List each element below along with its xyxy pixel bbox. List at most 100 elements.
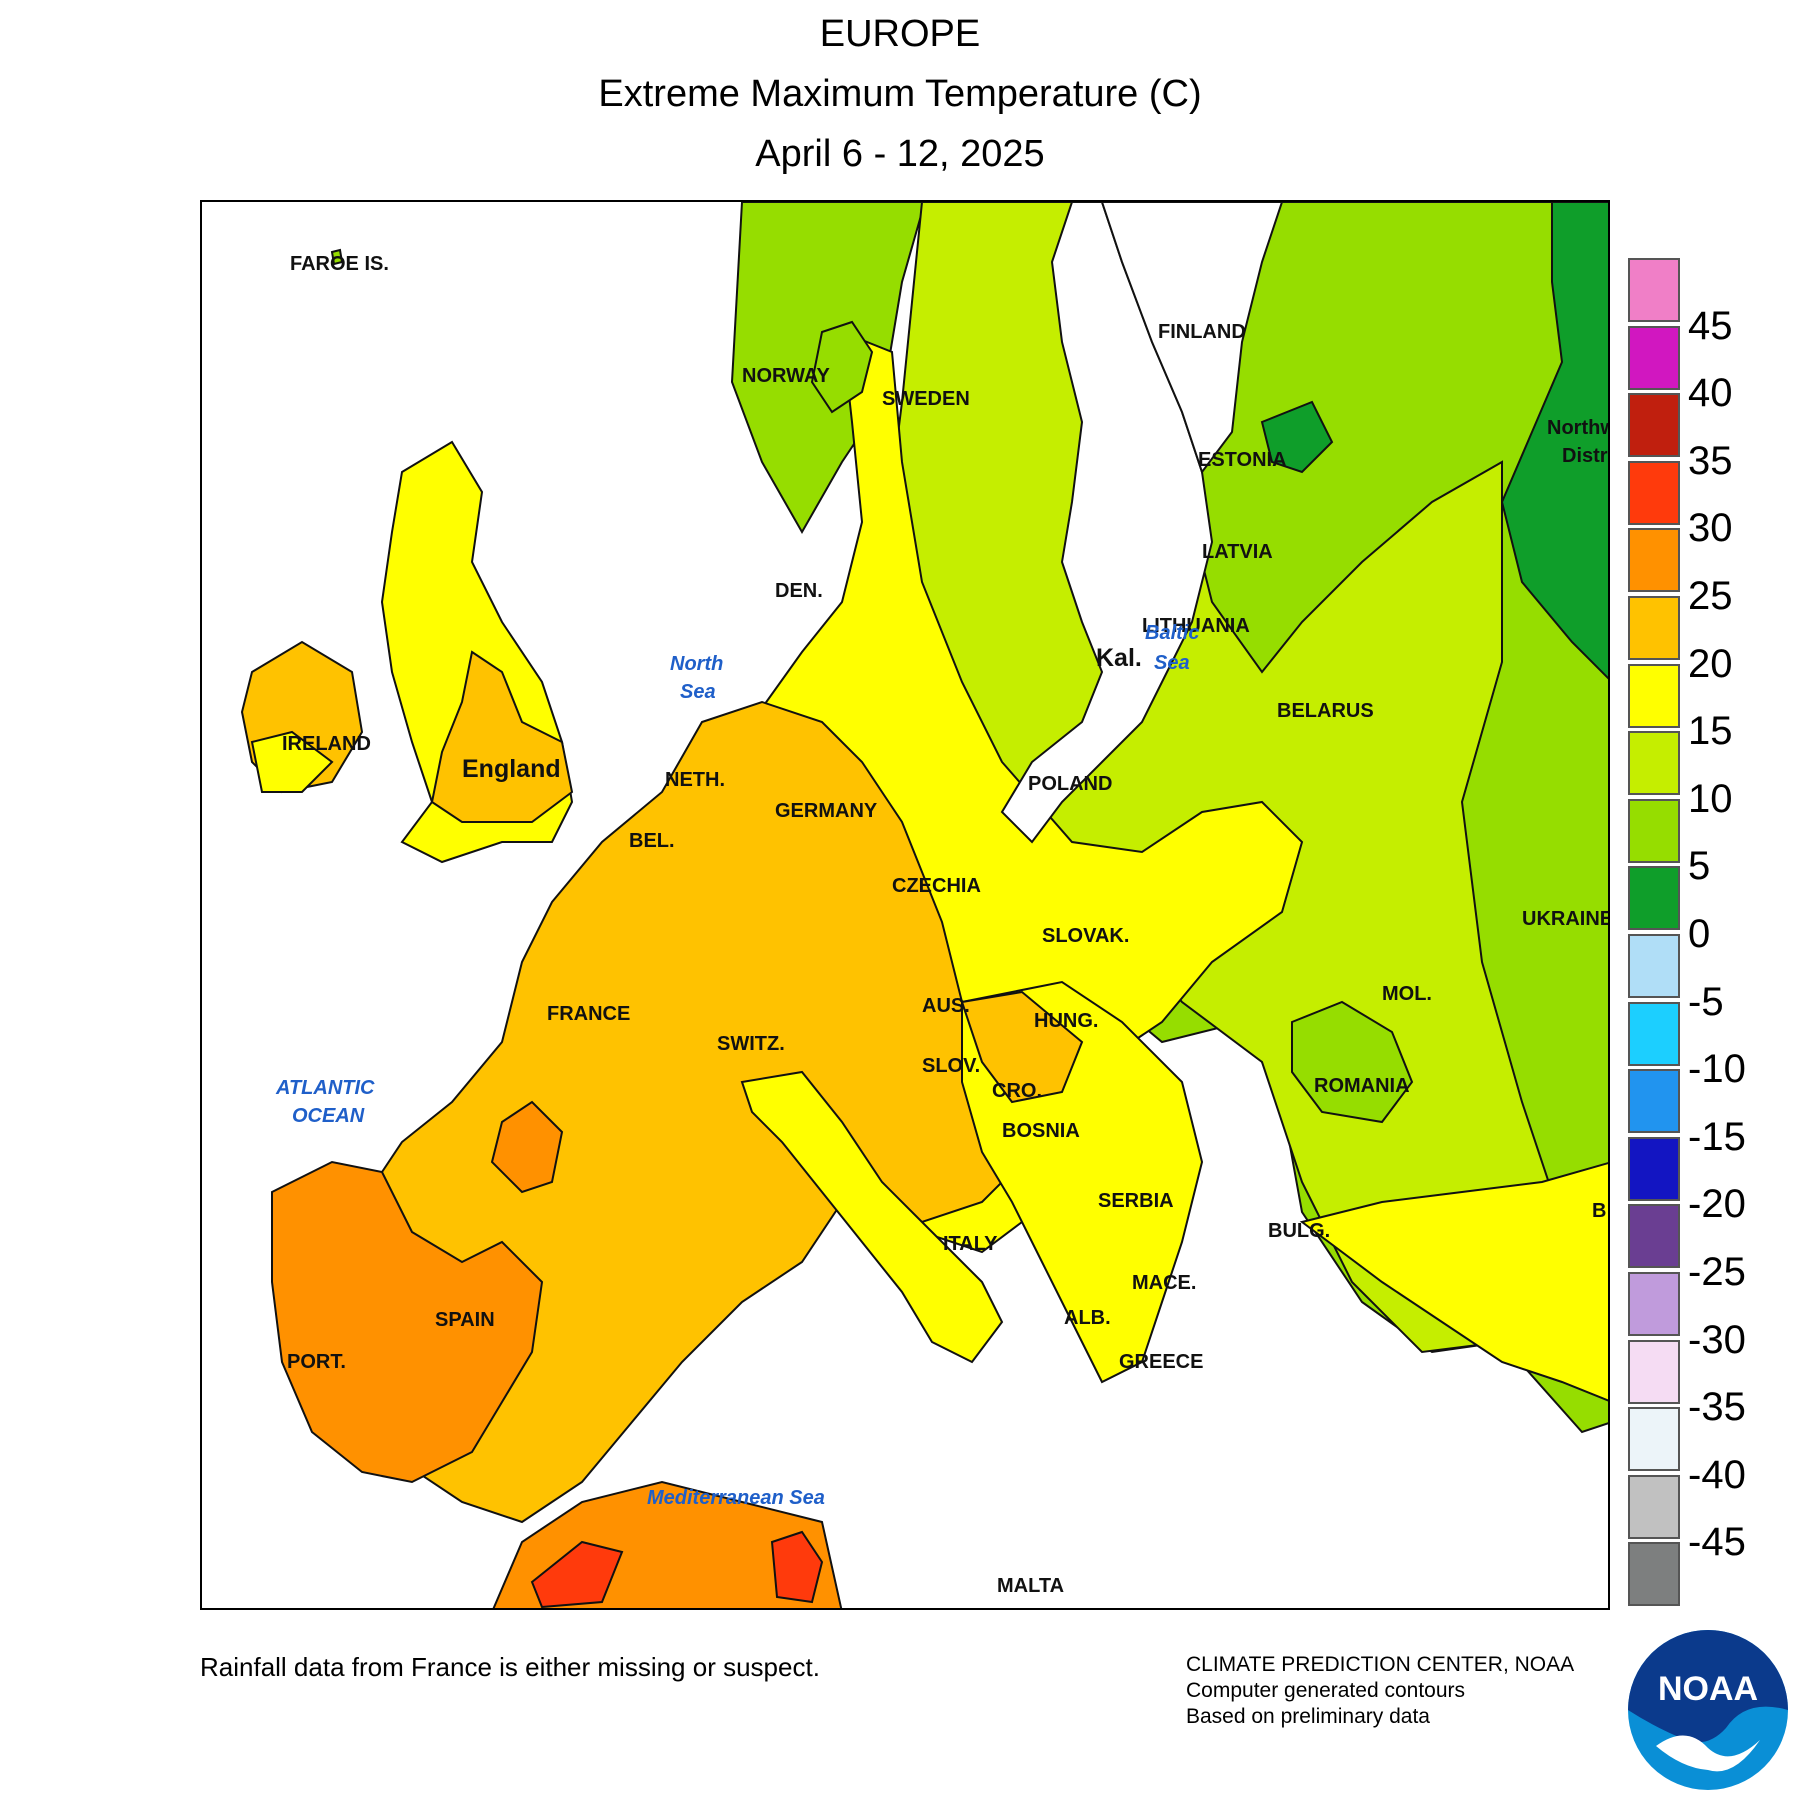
- map-region-title: EUROPE: [819, 13, 981, 55]
- label-denmark: DEN.: [775, 580, 823, 602]
- legend-tick-label: -40: [1688, 1452, 1746, 1497]
- legend-swatch: [1628, 731, 1680, 796]
- credits: CLIMATE PREDICTION CENTER, NOAA Computer…: [1186, 1652, 1574, 1730]
- label-belgium: BEL.: [629, 830, 675, 852]
- temperature-map: FAROE IS. NORWAY SWEDEN FINLAND ESTONIA …: [200, 200, 1610, 1610]
- label-france: FRANCE: [547, 1003, 630, 1025]
- footnote: Rainfall data from France is either miss…: [200, 1652, 820, 1682]
- legend-swatch: [1628, 1339, 1680, 1404]
- legend-tick-label: -45: [1688, 1520, 1746, 1565]
- cold-pocket-russia: [1500, 202, 1608, 680]
- land-turkey: [1299, 1162, 1608, 1402]
- label-spain: SPAIN: [435, 1309, 495, 1331]
- credit-preliminary: Based on preliminary data: [1186, 1705, 1430, 1728]
- legend-swatch: [1628, 1474, 1680, 1539]
- map-title: Extreme Maximum Temperature (C): [598, 73, 1202, 115]
- label-north-sea-1: North: [670, 653, 723, 675]
- label-ukraine: UKRAINE: [1522, 908, 1610, 930]
- land-africa-35b: [770, 1530, 824, 1604]
- noaa-logo: NOAA: [1626, 1628, 1790, 1797]
- land-england-25: [430, 650, 574, 823]
- noaa-logo-text: NOAA: [1658, 1670, 1758, 1708]
- label-czechia: CZECHIA: [892, 875, 981, 897]
- legend-tick-label: 10: [1688, 776, 1733, 821]
- legend-tick-label: 45: [1688, 303, 1733, 348]
- cold-pocket-estonia: [1260, 400, 1334, 474]
- cold-pocket-romania: [1291, 1000, 1414, 1124]
- label-serbia: SERBIA: [1098, 1190, 1174, 1212]
- label-albania: ALB.: [1064, 1307, 1111, 1329]
- label-poland: POLAND: [1028, 773, 1112, 795]
- credit-agency: CLIMATE PREDICTION CENTER, NOAA: [1186, 1653, 1575, 1676]
- label-greece: GREECE: [1119, 1351, 1203, 1373]
- label-ireland: IRELAND: [282, 733, 371, 755]
- legend-swatch: [1628, 460, 1680, 525]
- legend-swatch: [1628, 663, 1680, 728]
- label-romania: ROMANIA: [1314, 1075, 1410, 1097]
- legend-tick-label: 35: [1688, 438, 1733, 483]
- date-range: April 6 - 12, 2025: [755, 133, 1045, 175]
- label-northwest-district-2: Distri: [1562, 445, 1610, 467]
- legend-tick-label: -5: [1688, 979, 1724, 1024]
- legend-tick-label: 20: [1688, 641, 1733, 686]
- legend-swatch: [1628, 798, 1680, 863]
- legend-swatch: [1628, 1407, 1680, 1472]
- label-bulgaria: BULG.: [1268, 1220, 1330, 1242]
- label-england: England: [462, 755, 561, 783]
- label-switzerland: SWITZ.: [717, 1033, 785, 1055]
- label-atlantic-1: ATLANTIC: [275, 1077, 375, 1099]
- label-hungary: HUNG.: [1034, 1010, 1098, 1032]
- label-northwest-district-1: Northw: [1547, 417, 1610, 439]
- legend-swatch: [1628, 1542, 1680, 1607]
- label-netherlands: NETH.: [665, 769, 725, 791]
- legend-tick-label: -15: [1688, 1114, 1746, 1159]
- land-ireland-south: [250, 730, 334, 793]
- legend-swatch: [1628, 528, 1680, 593]
- label-malta: MALTA: [997, 1575, 1064, 1597]
- label-norway: NORWAY: [742, 365, 830, 387]
- label-austria: AUS.: [922, 995, 970, 1017]
- legend-swatch: [1628, 595, 1680, 660]
- label-mediterranean: Mediterranean Sea: [647, 1487, 825, 1509]
- label-atlantic-2: OCEAN: [292, 1105, 365, 1127]
- legend-swatch: [1628, 1271, 1680, 1336]
- legend-swatch: [1628, 866, 1680, 931]
- label-portugal: PORT.: [287, 1351, 346, 1373]
- legend-tick-label: -25: [1688, 1250, 1746, 1294]
- label-slovakia: SLOVAK.: [1042, 925, 1129, 947]
- label-macedonia: MACE.: [1132, 1272, 1196, 1294]
- color-legend: [1628, 258, 1684, 1610]
- map-canvas: FAROE IS. NORWAY SWEDEN FINLAND ESTONIA …: [240, 202, 1610, 1608]
- legend-tick-label: -35: [1688, 1385, 1746, 1430]
- legend-tick-label: 0: [1688, 912, 1711, 956]
- label-bosnia: BOSNIA: [1002, 1120, 1080, 1142]
- label-sweden: SWEDEN: [882, 388, 970, 410]
- label-north-sea-2: Sea: [680, 681, 716, 703]
- legend-tick-label: -30: [1688, 1317, 1746, 1362]
- legend-swatch: [1628, 1204, 1680, 1269]
- land-croatia-25: [960, 990, 1084, 1104]
- credit-contours: Computer generated contours: [1186, 1679, 1465, 1702]
- label-lithuania: LITHUANIA: [1142, 615, 1250, 637]
- legend-tick-label: 30: [1688, 506, 1733, 551]
- label-kaliningrad: Kal.: [1096, 644, 1142, 672]
- legend-swatch: [1628, 1069, 1680, 1134]
- label-latvia: LATVIA: [1202, 541, 1273, 563]
- label-croatia: CRO.: [992, 1080, 1042, 1102]
- legend-swatch: [1628, 933, 1680, 998]
- legend-swatch: [1628, 325, 1680, 390]
- land-italy: [740, 1070, 1004, 1364]
- land-faroe: [330, 248, 344, 266]
- legend-tick-label: 40: [1688, 371, 1733, 416]
- label-baltic-sea-1: Baltic: [1145, 622, 1199, 644]
- legend-swatch: [1628, 1001, 1680, 1066]
- legend-tick-label: -20: [1688, 1182, 1746, 1227]
- land-band-30-iberia: [271, 1160, 544, 1484]
- label-germany: GERMANY: [775, 800, 878, 822]
- label-moldova: MOL.: [1382, 983, 1432, 1005]
- legend-swatch: [1628, 1136, 1680, 1201]
- label-belarus: BELARUS: [1277, 700, 1374, 722]
- label-italy: ITALY: [943, 1233, 998, 1255]
- label-slovenia: SLOV.: [922, 1055, 980, 1077]
- legend-tick-label: -10: [1688, 1047, 1746, 1092]
